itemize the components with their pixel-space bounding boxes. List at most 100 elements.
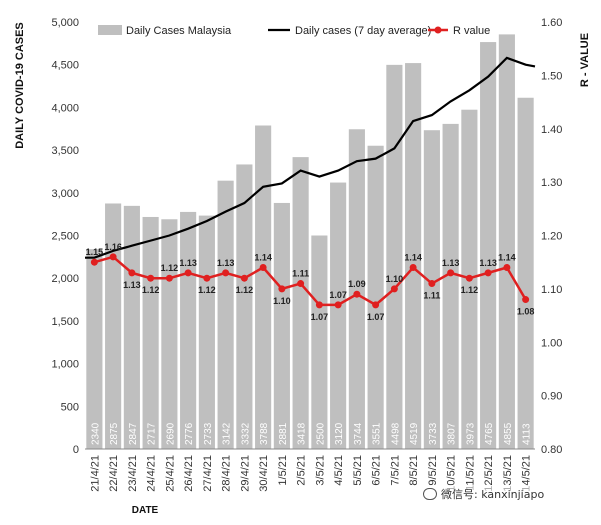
x-tick-label: 10/5/21: [446, 455, 458, 492]
r-value-label: 1.15: [86, 247, 104, 257]
legend-label-bars: Daily Cases Malaysia: [126, 25, 232, 37]
r-value-point: [315, 301, 323, 309]
r-value-label: 1.13: [442, 258, 460, 268]
x-tick-label: 2/5/21: [296, 455, 308, 486]
r-value-label: 1.10: [386, 274, 404, 284]
bar: [348, 129, 365, 450]
bar-value-label: 2717: [147, 422, 158, 445]
bar: [405, 63, 422, 450]
x-tick-label: 13/5/21: [502, 455, 514, 492]
bar: [273, 202, 290, 449]
bar: [86, 249, 103, 449]
r-value-point: [372, 301, 380, 309]
y-tick-label: 2,000: [51, 273, 79, 285]
y-right-tick-label: 1.60: [541, 17, 562, 29]
bar: [292, 157, 309, 450]
x-tick-label: 3/5/21: [314, 455, 326, 486]
r-value-point: [503, 264, 511, 272]
x-tick-label: 12/5/21: [483, 455, 495, 492]
r-value-point: [147, 274, 155, 282]
bar-value-label: 3733: [428, 422, 439, 445]
r-value-label: 1.07: [367, 312, 385, 322]
legend-swatch-bars: [98, 25, 122, 35]
y-right-tick-label: 1.10: [541, 284, 562, 296]
r-value-label: 1.13: [479, 258, 497, 268]
x-tick-label: 5/5/21: [352, 455, 364, 486]
bar-value-label: 2733: [203, 422, 214, 445]
x-tick-label: 6/5/21: [371, 455, 383, 486]
r-value-label: 1.16: [104, 242, 122, 252]
r-value-label: 1.07: [311, 312, 329, 322]
y-tick-label: 3,000: [51, 188, 79, 200]
x-tick-label: 7/5/21: [389, 455, 401, 486]
bar-value-label: 3788: [259, 422, 270, 445]
bar: [386, 64, 403, 450]
r-value-label: 1.08: [517, 307, 535, 317]
x-tick-label: 21/4/21: [89, 455, 101, 492]
x-tick-label: 23/4/21: [127, 455, 139, 492]
x-tick-label: 24/4/21: [146, 455, 158, 492]
bar-value-label: 2847: [128, 422, 139, 445]
y-axis-title: DAILY COVID-19 CASES: [14, 22, 26, 149]
x-tick-label: 25/4/21: [164, 455, 176, 492]
bar: [180, 211, 197, 449]
bar: [423, 130, 440, 450]
bar: [480, 42, 497, 449]
bar: [367, 145, 384, 449]
r-value-label: 1.12: [198, 285, 216, 295]
r-value-label: 1.10: [273, 296, 291, 306]
r-value-point: [297, 280, 305, 288]
r-value-point: [259, 264, 267, 272]
bar-value-label: 4498: [390, 422, 401, 445]
r-value-label: 1.12: [236, 285, 254, 295]
bar-value-label: 4519: [409, 422, 420, 445]
bar: [517, 97, 534, 449]
r-value-label: 1.13: [179, 258, 197, 268]
x-tick-label: 14/5/21: [521, 455, 533, 492]
r-value-label: 1.13: [123, 280, 141, 290]
legend-marker-r: [434, 26, 442, 34]
bar: [330, 182, 347, 449]
y-right-tick-label: 1.50: [541, 70, 562, 82]
r-value-point: [522, 296, 530, 304]
r-value-point: [409, 264, 417, 272]
bar-value-label: 2875: [109, 422, 120, 445]
y-right-axis-title: R - VALUE: [579, 33, 591, 87]
x-tick-label: 26/4/21: [183, 455, 195, 492]
bar: [198, 215, 215, 449]
bar-value-label: 2881: [278, 422, 289, 445]
r-value-point: [222, 269, 230, 277]
bar-value-label: 2500: [315, 422, 326, 445]
r-value-point: [447, 269, 455, 277]
r-value-line: [94, 255, 527, 307]
bar: [105, 203, 122, 449]
y-tick-label: 4,500: [51, 60, 79, 72]
y-right-tick-label: 1.40: [541, 124, 562, 136]
bar: [255, 125, 272, 450]
r-value-label: 1.12: [161, 263, 179, 273]
x-tick-label: 9/5/21: [427, 455, 439, 486]
y-right-tick-label: 1.20: [541, 231, 562, 243]
r-value-point: [184, 269, 192, 277]
wechat-icon: [423, 488, 437, 500]
bar-value-label: 4765: [484, 422, 495, 445]
y-right-tick-label: 1.30: [541, 177, 562, 189]
r-value-point: [165, 274, 173, 282]
x-tick-label: 28/4/21: [221, 455, 233, 492]
r-value-point: [353, 290, 361, 298]
r-value-label: 1.13: [217, 258, 235, 268]
r-value-label: 1.14: [254, 253, 272, 263]
r-value-point: [465, 274, 473, 282]
bar: [311, 235, 328, 449]
r-value-label: 1.11: [423, 291, 440, 301]
r-value-label: 1.14: [404, 253, 422, 263]
bar-value-label: 3332: [240, 422, 251, 445]
bar: [161, 219, 178, 449]
r-value-point: [203, 274, 211, 282]
x-tick-label: 8/5/21: [408, 455, 420, 486]
r-value-label: 1.12: [461, 285, 479, 295]
x-tick-label: 11/5/21: [464, 455, 476, 491]
x-tick-label: 4/5/21: [333, 455, 345, 486]
r-value-point: [334, 301, 342, 309]
